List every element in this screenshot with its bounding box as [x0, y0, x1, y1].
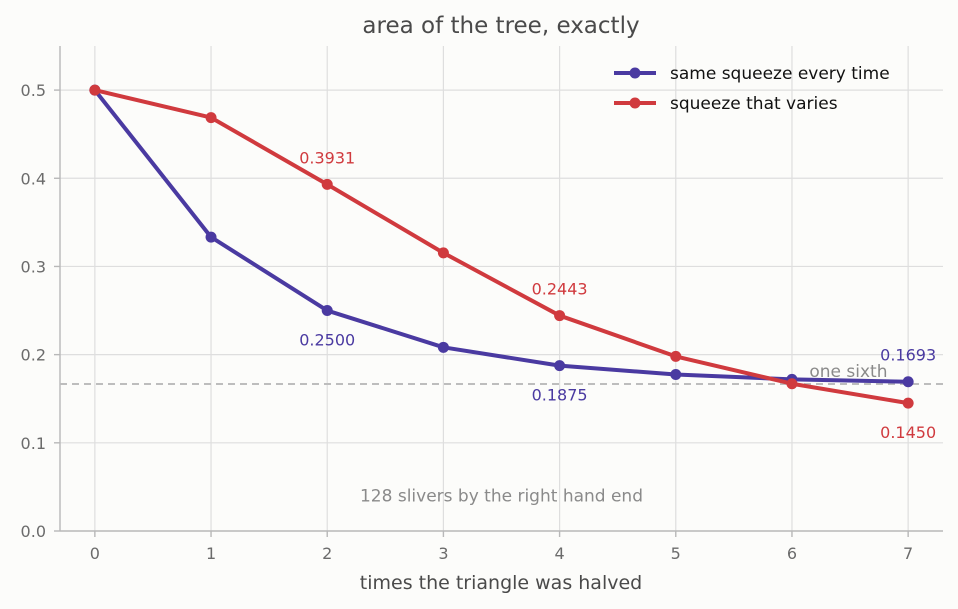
x-axis-label: times the triangle was halved	[360, 572, 642, 594]
x-tick-label: 0	[90, 544, 100, 563]
y-tick-label: 0.0	[21, 522, 46, 541]
data-point	[670, 350, 682, 362]
series-line	[92, 88, 911, 384]
data-point	[554, 360, 566, 372]
y-tick-label: 0.3	[21, 257, 46, 276]
data-point	[205, 231, 217, 243]
y-tick-label: 0.1	[21, 434, 46, 453]
data-point	[670, 368, 682, 380]
data-point	[786, 378, 798, 390]
data-point	[321, 305, 333, 317]
series-1	[89, 84, 914, 409]
annotation-text: 128 slivers by the right hand end	[360, 487, 643, 507]
data-point	[902, 397, 914, 409]
data-point	[554, 310, 566, 322]
y-tick-label: 0.5	[21, 81, 46, 100]
data-point	[89, 84, 101, 96]
data-label: 0.2443	[532, 280, 588, 299]
data-label: 0.1693	[880, 346, 936, 365]
data-label: 0.2500	[299, 331, 355, 350]
y-tick-label: 0.2	[21, 346, 46, 365]
x-tick-label: 1	[206, 544, 216, 563]
data-point	[205, 112, 217, 124]
x-tick-label: 6	[787, 544, 797, 563]
data-point	[321, 178, 333, 190]
data-labels: 0.2500 0.1875 0.1693 0.3931 0.2443 0.1450	[299, 148, 936, 442]
axes: 0 1 2 3 4 5 6 7 0.0 0.1 0.2 0.3 0.4 0.5	[21, 46, 943, 563]
reference-line-label: one sixth	[809, 362, 887, 382]
series-0	[89, 84, 914, 388]
chart-title: area of the tree, exactly	[362, 13, 639, 39]
legend-entry: same squeeze every time	[670, 64, 890, 84]
data-label: 0.1875	[532, 386, 588, 405]
legend-entry: squeeze that varies	[670, 94, 838, 114]
data-point	[437, 247, 449, 259]
data-label: 0.1450	[880, 423, 936, 442]
x-tick-label: 3	[438, 544, 448, 563]
legend-swatch-marker	[629, 97, 641, 109]
y-tick-label: 0.4	[21, 169, 46, 188]
data-point	[437, 341, 449, 353]
data-point	[902, 376, 914, 388]
legend: same squeeze every time squeeze that vari…	[614, 64, 890, 114]
x-tick-label: 5	[671, 544, 681, 563]
x-tick-label: 4	[554, 544, 564, 563]
series-group	[89, 84, 914, 409]
x-tick-label: 7	[903, 544, 913, 563]
x-tick-label: 2	[322, 544, 332, 563]
legend-swatch-marker	[629, 67, 641, 79]
data-label: 0.3931	[299, 148, 355, 167]
grid-lines	[60, 46, 943, 531]
series-line	[92, 88, 911, 406]
